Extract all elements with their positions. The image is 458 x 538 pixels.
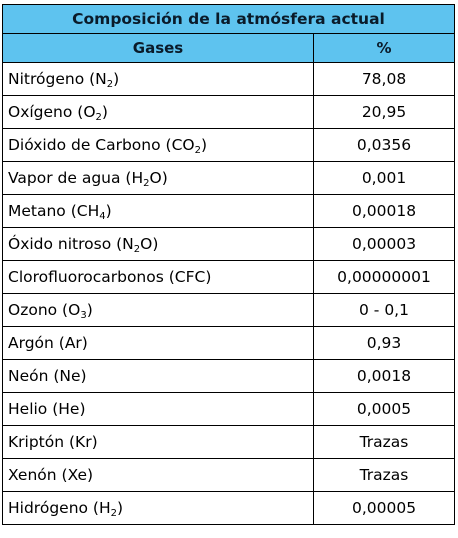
percent-value-cell: 0,00018 <box>312 194 456 228</box>
percent-value-cell: 78,08 <box>312 62 456 96</box>
table-row: Nitrógeno (N2) 78,08 <box>2 62 456 96</box>
gas-name: Kriptón (Kr) <box>8 433 98 451</box>
table-row: Óxido nitroso (N2O) 0,00003 <box>2 227 456 261</box>
gas-name-suffix: ) <box>117 499 124 517</box>
gas-subscript: 2 <box>106 79 114 90</box>
table-row: Neón (Ne) 0,0018 <box>2 359 456 393</box>
percent-value-cell: 0,0356 <box>312 128 456 162</box>
gas-name-cell: Clorofluorocarbonos (CFC) <box>2 260 314 294</box>
table-row: Oxígeno (O2) 20,95 <box>2 95 456 129</box>
gas-name: Nitrógeno (N <box>8 70 107 88</box>
table-row: Dióxido de Carbono (CO2) 0,0356 <box>2 128 456 162</box>
gas-name: Ozono (O <box>8 301 81 319</box>
gas-name: Óxido nitroso (N <box>8 235 134 253</box>
gas-subscript: 2 <box>95 112 102 123</box>
table-row: Helio (He) 0,0005 <box>2 392 456 426</box>
table-row: Kriptón (Kr) Trazas <box>2 425 456 459</box>
gas-name-suffix: ) <box>113 70 120 88</box>
gas-name-cell: Xenón (Xe) <box>2 458 314 492</box>
percent-value-cell: 0,00000001 <box>312 260 456 294</box>
gas-name: Metano (CH <box>8 202 100 220</box>
gas-name-suffix: ) <box>200 136 208 154</box>
percent-value-cell: 0,0005 <box>312 392 456 426</box>
gas-name-cell: Kriptón (Kr) <box>2 425 314 459</box>
gas-name-suffix: ) <box>105 202 112 220</box>
atmosphere-composition-table: Composición de la atmósfera actual Gases… <box>1 4 456 525</box>
table-row: Argón (Ar) 0,93 <box>2 326 456 360</box>
table-row: Ozono (O3) 0 - 0,1 <box>2 293 456 327</box>
table-row: Metano (CH4) 0,00018 <box>2 194 456 228</box>
gas-name-suffix: ) <box>86 301 93 319</box>
gas-name: Oxígeno (O <box>8 103 96 121</box>
gas-name-suffix: ) <box>101 103 108 121</box>
gas-name-cell: Óxido nitroso (N2O) <box>2 227 314 261</box>
percent-value-cell: 0,00005 <box>312 491 456 525</box>
percent-value-cell: Trazas <box>312 425 456 459</box>
table-title: Composición de la atmósfera actual <box>1 4 456 34</box>
gas-name-cell: Oxígeno (O2) <box>2 95 314 129</box>
gas-name: Xenón (Xe) <box>8 466 94 484</box>
gas-subscript: 2 <box>194 145 201 156</box>
gas-subscript: 2 <box>110 508 118 519</box>
column-header-gases: Gases <box>2 33 314 63</box>
title-row: Composición de la atmósfera actual <box>1 4 456 34</box>
header-row: Gases % <box>2 33 456 63</box>
gas-name: Hidrógeno (H <box>8 499 111 517</box>
gas-name-cell: Nitrógeno (N2) <box>2 62 314 96</box>
gas-name-cell: Ozono (O3) <box>2 293 314 327</box>
percent-value-cell: Trazas <box>312 458 456 492</box>
gas-name: Neón (Ne) <box>8 367 87 385</box>
table-body: Nitrógeno (N2) 78,08 Oxígeno (O2) 20,95 Dióx… <box>2 62 456 525</box>
gas-name-suffix: O) <box>140 235 159 253</box>
percent-value-cell: 0,0018 <box>312 359 456 393</box>
gas-name-suffix: O) <box>149 169 168 187</box>
gas-name-cell: Hidrógeno (H2) <box>2 491 314 525</box>
percent-value-cell: 0 - 0,1 <box>312 293 456 327</box>
table-row: Vapor de agua (H2O) 0,001 <box>2 161 456 195</box>
gas-subscript: 4 <box>99 211 106 222</box>
table-row: Xenón (Xe) Trazas <box>2 458 456 492</box>
gas-name-cell: Metano (CH4) <box>2 194 314 228</box>
percent-value-cell: 0,93 <box>312 326 456 360</box>
table-row: Clorofluorocarbonos (CFC) 0,00000001 <box>2 260 456 294</box>
gas-name-cell: Neón (Ne) <box>2 359 314 393</box>
gas-subscript: 3 <box>80 310 87 321</box>
gas-name: Clorofluorocarbonos (CFC) <box>8 268 212 286</box>
gas-name: Argón (Ar) <box>8 334 88 352</box>
gas-name: Vapor de agua (H <box>8 169 144 187</box>
gas-name-cell: Argón (Ar) <box>2 326 314 360</box>
column-header-percent: % <box>312 33 456 63</box>
gas-name: Helio (He) <box>8 400 86 418</box>
table-row: Hidrógeno (H2) 0,00005 <box>2 491 456 525</box>
gas-subscript: 2 <box>143 178 150 189</box>
percent-value-cell: 0,00003 <box>312 227 456 261</box>
gas-name-cell: Vapor de agua (H2O) <box>2 161 314 195</box>
gas-name-cell: Dióxido de Carbono (CO2) <box>2 128 314 162</box>
percent-value-cell: 20,95 <box>312 95 456 129</box>
percent-value-cell: 0,001 <box>312 161 456 195</box>
gas-name-cell: Helio (He) <box>2 392 314 426</box>
gas-name: Dióxido de Carbono (CO <box>8 136 195 154</box>
gas-subscript: 2 <box>133 244 141 255</box>
